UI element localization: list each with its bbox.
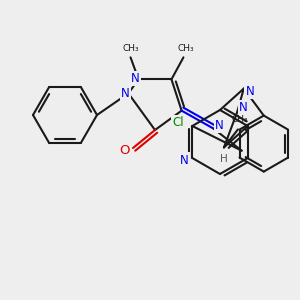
Text: O: O [120,143,130,157]
Text: N: N [121,87,130,100]
Text: Cl: Cl [172,116,184,130]
Text: H: H [220,154,227,164]
Text: CH₃: CH₃ [177,44,194,53]
Text: N: N [180,154,189,166]
Text: N: N [131,72,140,85]
Text: CH₃: CH₃ [122,44,139,53]
Text: N: N [239,101,248,114]
Text: N: N [215,119,224,132]
Text: CH₃: CH₃ [232,115,248,124]
Text: N: N [245,85,254,98]
